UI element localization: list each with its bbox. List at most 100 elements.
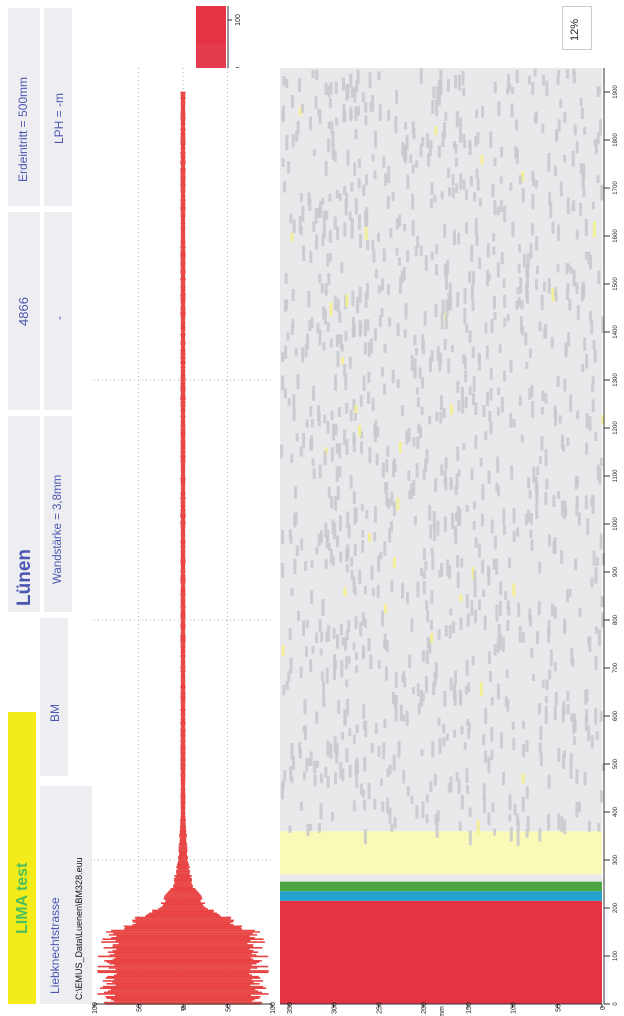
heatmap-speckle	[345, 564, 349, 573]
heatmap-speckle	[487, 812, 491, 826]
heatmap-speckle	[515, 300, 519, 310]
heatmap-speckle	[518, 175, 522, 185]
heatmap-speckle	[597, 629, 601, 647]
heatmap-speckle	[453, 670, 457, 686]
heatmap-speckle	[293, 558, 297, 575]
heatmap-speckle	[498, 344, 502, 354]
heatmap-speckle	[591, 376, 595, 384]
heatmap-speckle	[345, 439, 349, 456]
heatmap-speckle	[511, 86, 515, 95]
heatmap-speckle	[482, 733, 486, 746]
heatmap-speckle	[348, 728, 352, 737]
heatmap-speckle	[497, 624, 501, 637]
heatmap-speckle	[570, 647, 574, 665]
heatmap-speckle	[379, 551, 383, 560]
heatmap-band	[280, 831, 602, 875]
heatmap-tick-label: 600	[613, 710, 619, 721]
city-cell: Lünen	[8, 416, 40, 612]
heatmap-speckle	[330, 812, 334, 822]
heatmap-speckle	[364, 102, 368, 113]
heatmap-speckle	[471, 567, 475, 580]
heatmap-speckle	[326, 421, 330, 434]
heatmap-speckle	[329, 743, 333, 759]
heatmap-speckle	[506, 314, 510, 322]
heatmap-speckle	[322, 306, 326, 320]
heatmap-speckle	[373, 328, 377, 341]
heatmap-speckle	[334, 496, 338, 511]
heatmap-speckle	[333, 736, 337, 753]
heatmap-speckle	[374, 130, 378, 148]
heatmap-speckle	[462, 179, 466, 190]
heatmap-speckle	[550, 603, 554, 617]
heatmap-speckle	[465, 768, 469, 784]
heatmap-tick-label: 800	[613, 614, 619, 625]
heatmap-speckle	[583, 771, 587, 786]
heatmap-speckle	[346, 149, 350, 166]
heatmap-speckle	[554, 287, 558, 297]
heatmap-speckle	[540, 294, 544, 311]
heatmap-speckle	[450, 404, 454, 415]
color-scale-band	[196, 6, 226, 44]
heatmap-speckle	[320, 671, 324, 682]
heatmap-speckle	[361, 645, 365, 660]
heatmap-speckle	[319, 648, 323, 656]
heatmap-speckle	[346, 83, 350, 99]
heatmap-tick-label: 1600	[613, 229, 619, 243]
heatmap-speckle	[551, 221, 555, 234]
heatmap-speckle	[521, 773, 525, 784]
heatmap-speckle	[502, 508, 506, 525]
heatmap-speckle	[315, 234, 319, 250]
heatmap-speckle	[340, 732, 344, 740]
heatmap-speckle	[588, 416, 592, 431]
heatmap-speckle	[484, 750, 488, 764]
heatmap-speckle	[562, 701, 566, 715]
heatmap-speckle	[594, 626, 598, 634]
heatmap-speckle	[575, 802, 579, 818]
heatmap-speckle	[350, 86, 354, 98]
heatmap-speckle	[515, 70, 519, 84]
heatmap-tick-label: 300	[613, 854, 619, 865]
heatmap-speckle	[482, 796, 486, 813]
heatmap-speckle	[410, 483, 414, 499]
heatmap-tick-label: 1100	[613, 469, 619, 483]
heatmap-speckle	[522, 253, 526, 268]
heatmap-speckle	[292, 756, 296, 770]
heatmap-speckle	[497, 101, 501, 116]
heatmap-speckle	[532, 177, 536, 187]
heatmap-speckle	[430, 251, 434, 261]
heatmap-speckle	[415, 348, 419, 356]
heatmap-speckle	[481, 559, 485, 574]
heatmap-speckle	[461, 71, 465, 86]
heatmap-speckle	[350, 218, 354, 234]
heatmap-speckle	[315, 632, 319, 643]
heatmap-speckle	[297, 610, 301, 622]
heatmap-speckle	[317, 533, 321, 547]
heatmap-speckle	[547, 774, 551, 789]
heatmap-speckle	[427, 152, 431, 167]
heatmap-speckle	[589, 254, 593, 270]
heatmap-speckle	[452, 140, 456, 149]
heatmap-speckle	[587, 251, 591, 265]
heatmap-speckle	[345, 748, 349, 763]
heatmap-speckle	[434, 264, 438, 276]
heatmap-speckle	[386, 768, 390, 778]
heatmap-speckle	[390, 491, 394, 506]
heatmap-speckle	[356, 296, 360, 314]
heatmap-speckle	[307, 758, 311, 767]
heatmap-speckle	[331, 144, 335, 160]
heatmap-speckle	[442, 408, 446, 418]
heatmap-speckle	[338, 443, 342, 459]
line-tick-label: 50	[226, 1004, 233, 1012]
heatmap-speckle	[401, 582, 405, 599]
heatmap-speckle	[460, 794, 464, 810]
heatmap-speckle	[496, 262, 500, 278]
heatmap-speckle	[298, 107, 302, 116]
heatmap-speckle	[464, 370, 468, 383]
heatmap-speckle	[553, 662, 557, 672]
heatmap-speckle	[487, 651, 491, 664]
heatmap-speckle	[584, 251, 588, 260]
heatmap-speckle	[329, 81, 333, 95]
heatmap-speckle	[490, 519, 494, 534]
heatmap-speckle	[439, 69, 443, 83]
heatmap-speckle	[457, 778, 461, 795]
